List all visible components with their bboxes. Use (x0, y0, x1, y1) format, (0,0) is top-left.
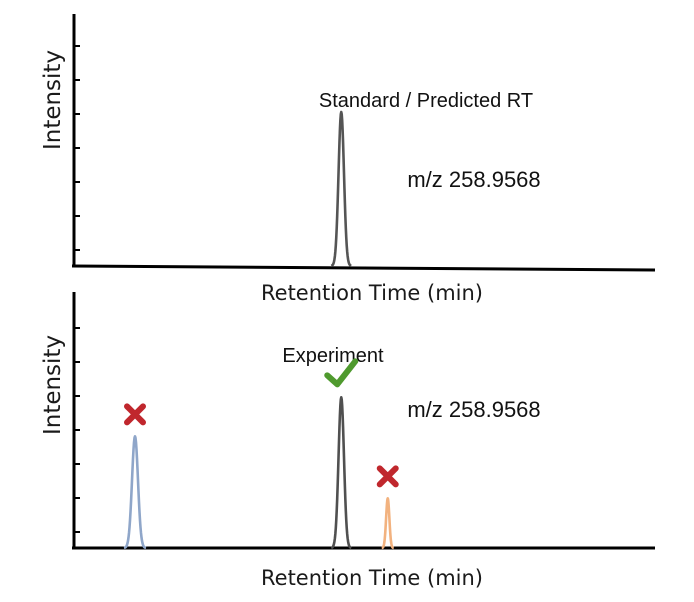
bottom-peaks (123, 396, 395, 550)
experiment-peak-label: Experiment (282, 345, 384, 367)
standard-peak (330, 110, 353, 268)
bottom-y-axis-label: Intensity (40, 335, 66, 435)
orange-peak (380, 497, 395, 550)
cross-icon (376, 465, 399, 488)
top-mz-label: m/z 258.9568 (407, 167, 540, 192)
bottom-y-ticks (74, 327, 80, 533)
bottom-mz-label: m/z 258.9568 (407, 397, 540, 422)
top-x-axis-label: Retention Time (min) (261, 281, 483, 305)
experiment-peak (330, 396, 353, 550)
standard-peak-label: Standard / Predicted RT (319, 90, 533, 112)
top-y-axis-label: Intensity (40, 50, 66, 150)
bottom-panel: Intensity Retention Time (min) Experimen… (40, 292, 655, 590)
check-icon (324, 358, 359, 388)
blue-peak (123, 435, 147, 550)
peak-marks (124, 358, 399, 488)
top-y-ticks (74, 45, 80, 251)
top-panel: Intensity Retention Time (min) Standard … (40, 14, 656, 305)
top-x-axis (71, 264, 656, 272)
top-peaks (330, 110, 353, 268)
cross-icon (124, 403, 147, 426)
bottom-x-axis-label: Retention Time (min) (261, 566, 483, 590)
